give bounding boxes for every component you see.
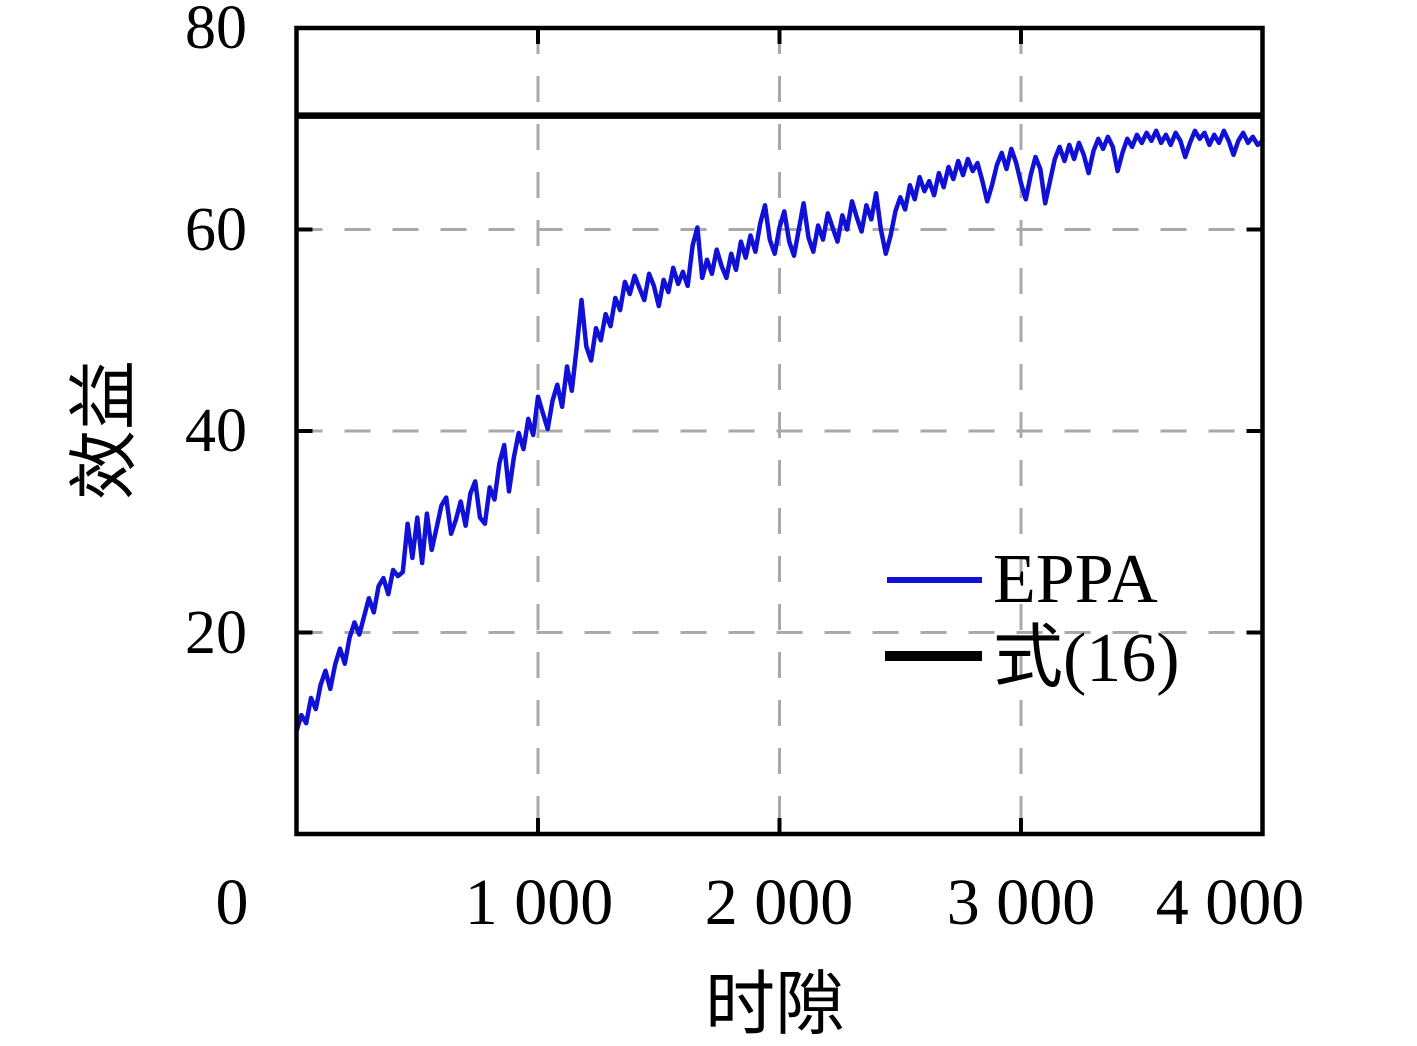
legend-line-eq16: [885, 651, 982, 661]
y-tick-label-80: 80: [185, 0, 247, 62]
y-tick-label-40: 40: [185, 397, 247, 465]
eppa-curve: [294, 128, 1265, 734]
x-tick-label-4000: 4 000: [1155, 866, 1305, 939]
y-axis-label: 效益: [67, 360, 144, 500]
y-tick-label-60: 60: [185, 196, 247, 264]
legend-label-eppa: EPPA: [993, 541, 1158, 618]
x-tick-label-1000: 1 000: [464, 866, 614, 939]
legend-line-eppa: [887, 577, 982, 583]
y-tick-label-20: 20: [185, 599, 247, 667]
x-axis-label: 时隙: [705, 967, 845, 1044]
gridlines: [296, 28, 1263, 834]
axis-tick-marks: [296, 28, 1263, 834]
legend-label-eq16: 式(16): [993, 620, 1180, 697]
x-tick-label-3000: 3 000: [946, 866, 1096, 939]
x-tick-label-2000: 2 000: [704, 866, 854, 939]
x-tick-label-0: 0: [215, 866, 249, 939]
